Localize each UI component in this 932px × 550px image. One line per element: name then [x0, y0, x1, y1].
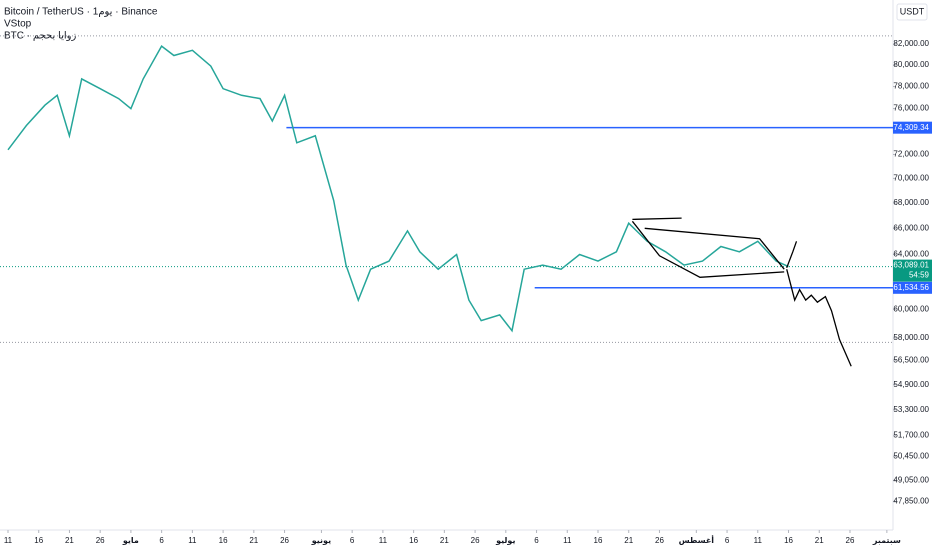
current-price-bg: [893, 259, 932, 282]
drawing: [631, 220, 785, 278]
y-tick-label: 56,500.00: [893, 355, 929, 364]
drawing: [644, 227, 785, 270]
x-tick-label: 11: [379, 536, 388, 545]
y-tick-label: 72,000.00: [893, 150, 929, 159]
y-tick-label: 80,000.00: [893, 60, 929, 69]
x-tick-label: 6: [159, 536, 164, 545]
x-tick-label: 21: [815, 536, 824, 545]
x-tick-label: 21: [249, 536, 258, 545]
x-tick-label: 6: [350, 536, 355, 545]
x-tick-label: يوليو: [495, 536, 515, 545]
x-tick-label: 21: [440, 536, 449, 545]
x-tick-label: 6: [725, 536, 730, 545]
drawing: [786, 241, 798, 269]
level-label-bg: [893, 121, 932, 134]
x-tick-label: 21: [65, 536, 74, 545]
y-tick-label: 82,000.00: [893, 39, 929, 48]
x-tick-label: يونيو: [311, 536, 331, 545]
x-tick-label: مايو: [122, 536, 139, 545]
y-tick-label: 47,850.00: [893, 496, 929, 505]
indicator: BTC · زوايا بحجم: [4, 31, 76, 42]
x-tick-label: 16: [594, 536, 603, 545]
x-tick-label: 16: [34, 536, 43, 545]
x-tick-label: 6: [534, 536, 539, 545]
x-tick-label: 16: [219, 536, 228, 545]
level-label: 74,309.34: [893, 123, 929, 132]
x-tick-label: 26: [655, 536, 664, 545]
y-tick-label: 54,900.00: [893, 380, 929, 389]
price-line: [7, 44, 789, 333]
y-tick-label: 70,000.00: [893, 173, 929, 182]
y-tick-label: 51,700.00: [893, 431, 929, 440]
x-tick-label: 26: [280, 536, 289, 545]
x-tick-label: 26: [846, 536, 855, 545]
countdown: 54:59: [909, 271, 930, 280]
x-tick-label: 11: [4, 536, 13, 545]
level-label: 61,534.56: [893, 283, 929, 292]
currency[interactable]: USDT: [900, 6, 925, 16]
x-tick-label: سبتمبر: [872, 536, 901, 545]
x-tick-label: أغسطس: [679, 535, 715, 546]
currency-button[interactable]: [896, 3, 928, 21]
x-tick-label: 26: [471, 536, 480, 545]
x-tick-label: 26: [96, 536, 105, 545]
y-tick-label: 58,000.00: [893, 333, 929, 342]
x-tick-label: 21: [624, 536, 633, 545]
y-tick-label: 50,450.00: [893, 452, 929, 461]
y-tick-label: 64,000.00: [893, 250, 929, 259]
chart-title: Bitcoin / TetherUS · 1يوم · Binance: [4, 7, 158, 18]
y-tick-label: 49,050.00: [893, 475, 929, 484]
current-price-label: 63,089.01: [893, 261, 929, 270]
x-tick-label: 16: [409, 536, 418, 545]
y-tick-label: 66,000.00: [893, 223, 929, 232]
x-tick-label: 11: [754, 536, 763, 545]
level-label-bg: [893, 281, 932, 294]
y-tick-label: 60,000.00: [893, 304, 929, 313]
y-tick-label: 53,300.00: [893, 405, 929, 414]
y-tick-label: 78,000.00: [893, 82, 929, 91]
indicator: VStop: [4, 19, 32, 30]
drawing: [632, 217, 682, 221]
x-tick-label: 16: [784, 536, 793, 545]
drawing: [786, 269, 852, 367]
x-tick-label: 11: [563, 536, 572, 545]
y-tick-label: 68,000.00: [893, 198, 929, 207]
y-tick-label: 76,000.00: [893, 104, 929, 113]
x-tick-label: 11: [188, 536, 197, 545]
